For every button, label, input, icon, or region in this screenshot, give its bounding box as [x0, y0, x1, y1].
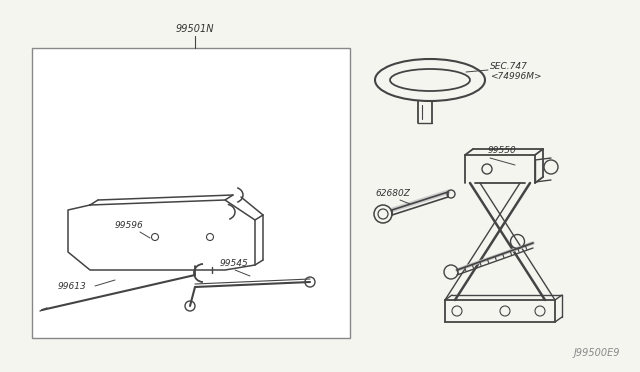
Text: 99501N: 99501N: [176, 24, 214, 34]
Text: <74996M>: <74996M>: [490, 72, 541, 81]
Text: 99545: 99545: [220, 259, 249, 268]
Text: J99500E9: J99500E9: [573, 348, 620, 358]
Text: 99550: 99550: [488, 146, 516, 155]
Text: 99613: 99613: [58, 282, 87, 291]
Text: SEC.747: SEC.747: [490, 62, 528, 71]
Text: 62680Z: 62680Z: [375, 189, 410, 198]
Bar: [32, 48, 350, 338]
Text: 99596: 99596: [115, 221, 144, 230]
